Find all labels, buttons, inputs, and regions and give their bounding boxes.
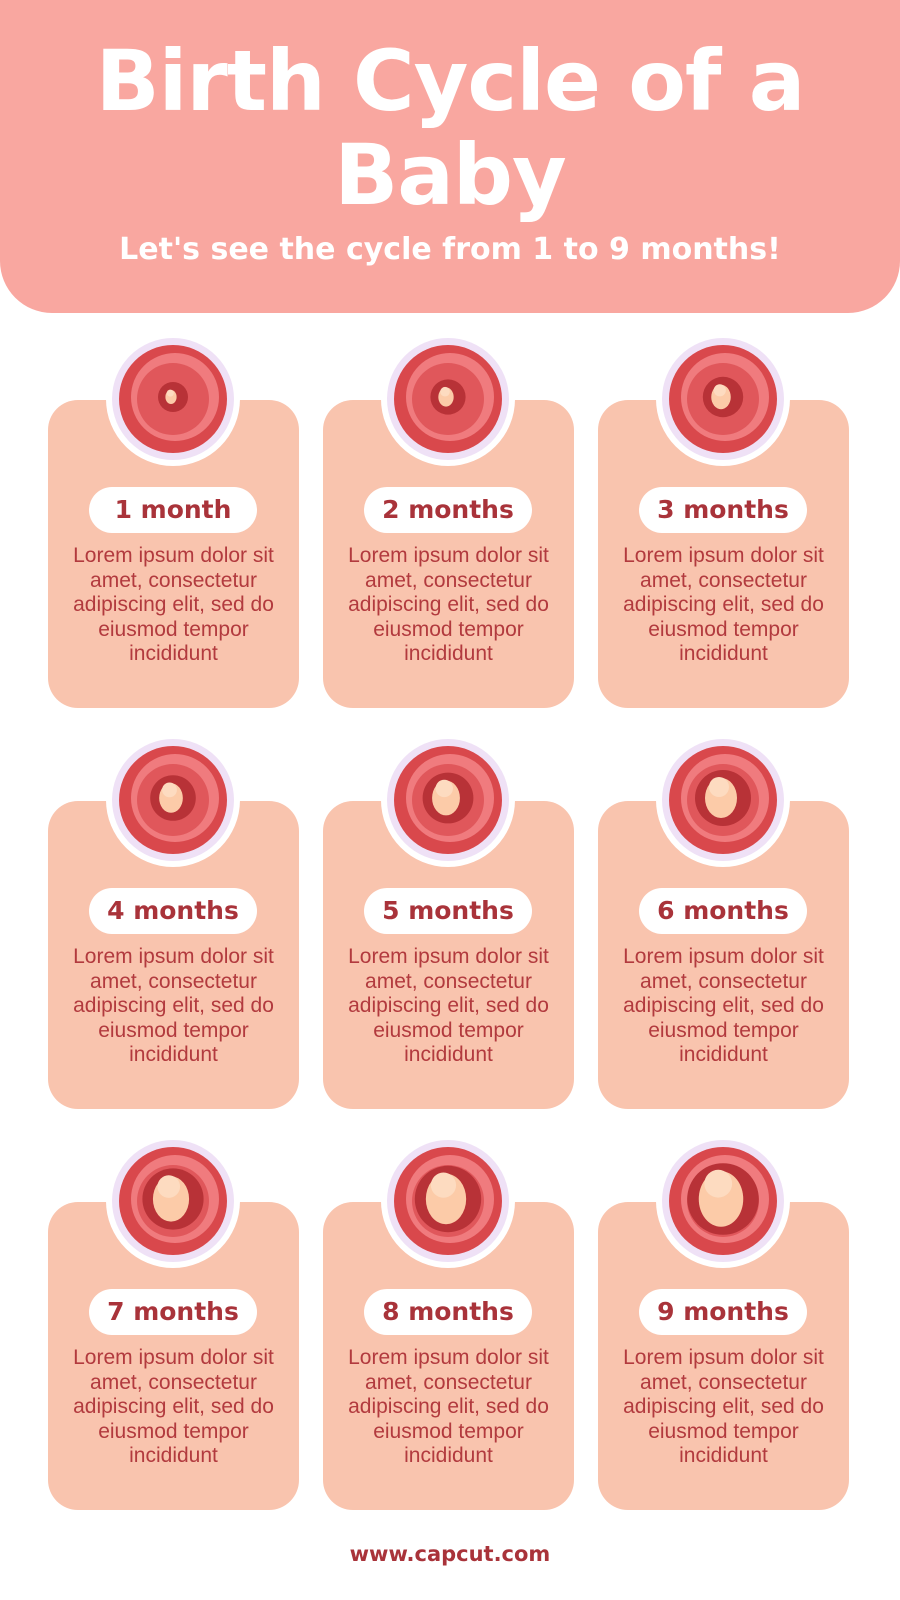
stage-description: Lorem ipsum dolor sit amet, consectetur … (348, 544, 549, 665)
ring (662, 338, 784, 460)
footer-url[interactable]: www.capcut.com (349, 1542, 551, 1566)
stage-illustration (106, 1134, 240, 1268)
stage-description: Lorem ipsum dolor sit amet, consectetur … (73, 1346, 274, 1467)
ring (112, 739, 234, 861)
stage-illustration (106, 733, 240, 867)
ring (387, 338, 509, 460)
ring (112, 338, 234, 460)
ring (662, 739, 784, 861)
fetus-icon (394, 1147, 502, 1255)
stage-label: 6 months (639, 888, 807, 934)
stage-illustration (381, 1134, 515, 1268)
stage-illustration (381, 733, 515, 867)
ring (387, 739, 509, 861)
stage-description: Lorem ipsum dolor sit amet, consectetur … (348, 945, 549, 1066)
stage-label: 9 months (639, 1289, 807, 1335)
stage-label: 5 months (364, 888, 532, 934)
stage-description: Lorem ipsum dolor sit amet, consectetur … (623, 1346, 824, 1467)
stage-label: 3 months (639, 487, 807, 533)
stage-illustration (656, 1134, 790, 1268)
page-subtitle: Let's see the cycle from 1 to 9 months! (119, 232, 781, 267)
stage-description: Lorem ipsum dolor sit amet, consectetur … (623, 945, 824, 1066)
stage-card: 9 months Lorem ipsum dolor sit amet, cons… (598, 1202, 849, 1510)
stage-description: Lorem ipsum dolor sit amet, consectetur … (73, 544, 274, 665)
fetus-icon (119, 746, 227, 854)
stage-label: 1 month (89, 487, 257, 533)
stage-description: Lorem ipsum dolor sit amet, consectetur … (623, 544, 824, 665)
stage-illustration (381, 332, 515, 466)
fetus-icon (669, 345, 777, 453)
fetus-icon (669, 1147, 777, 1255)
ring (662, 1140, 784, 1262)
page-title: Birth Cycle of a Baby (0, 34, 900, 222)
stage-illustration (656, 733, 790, 867)
stage-description: Lorem ipsum dolor sit amet, consectetur … (348, 1346, 549, 1467)
ring (112, 1140, 234, 1262)
ring (387, 1140, 509, 1262)
fetus-icon (394, 345, 502, 453)
stage-card: 3 months Lorem ipsum dolor sit amet, cons… (598, 400, 849, 708)
stage-card: 7 months Lorem ipsum dolor sit amet, cons… (48, 1202, 299, 1510)
stage-illustration (656, 332, 790, 466)
fetus-icon (119, 1147, 227, 1255)
stage-label: 7 months (89, 1289, 257, 1335)
page-title-text: Birth Cycle of a Baby (95, 32, 806, 224)
stage-label: 8 months (364, 1289, 532, 1335)
stage-label: 4 months (89, 888, 257, 934)
fetus-icon (394, 746, 502, 854)
embryo-icon (119, 345, 227, 453)
stage-description: Lorem ipsum dolor sit amet, consectetur … (73, 945, 274, 1066)
stage-illustration (106, 332, 240, 466)
stage-label: 2 months (364, 487, 532, 533)
fetus-icon (669, 746, 777, 854)
header-banner: Birth Cycle of a Baby Let's see the cycl… (0, 0, 900, 313)
